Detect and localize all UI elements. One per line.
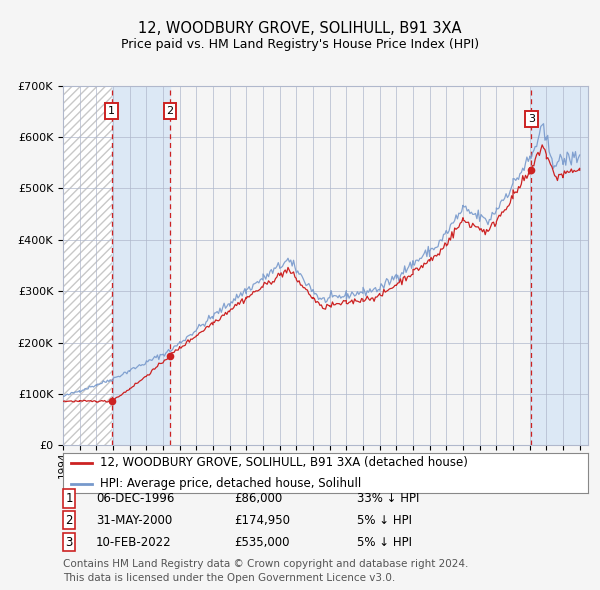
Text: £174,950: £174,950 — [234, 514, 290, 527]
Bar — [112, 86, 170, 445]
Text: HPI: Average price, detached house, Solihull: HPI: Average price, detached house, Soli… — [100, 477, 361, 490]
Text: 12, WOODBURY GROVE, SOLIHULL, B91 3XA: 12, WOODBURY GROVE, SOLIHULL, B91 3XA — [138, 21, 462, 35]
Text: Contains HM Land Registry data © Crown copyright and database right 2024.
This d: Contains HM Land Registry data © Crown c… — [63, 559, 469, 583]
Bar — [532, 86, 588, 445]
Text: Price paid vs. HM Land Registry's House Price Index (HPI): Price paid vs. HM Land Registry's House … — [121, 38, 479, 51]
Bar — [63, 86, 112, 445]
Text: 2: 2 — [166, 106, 173, 116]
Text: 1: 1 — [65, 492, 73, 505]
Text: 06-DEC-1996: 06-DEC-1996 — [96, 492, 175, 505]
Text: 12, WOODBURY GROVE, SOLIHULL, B91 3XA (detached house): 12, WOODBURY GROVE, SOLIHULL, B91 3XA (d… — [100, 456, 467, 469]
Text: £86,000: £86,000 — [234, 492, 282, 505]
Text: 3: 3 — [65, 536, 73, 549]
Text: 1: 1 — [108, 106, 115, 116]
Text: 31-MAY-2000: 31-MAY-2000 — [96, 514, 172, 527]
Text: 2: 2 — [65, 514, 73, 527]
Text: 5% ↓ HPI: 5% ↓ HPI — [357, 514, 412, 527]
Text: £535,000: £535,000 — [234, 536, 290, 549]
Text: 5% ↓ HPI: 5% ↓ HPI — [357, 536, 412, 549]
Text: 3: 3 — [528, 114, 535, 124]
Text: 10-FEB-2022: 10-FEB-2022 — [96, 536, 172, 549]
Text: 33% ↓ HPI: 33% ↓ HPI — [357, 492, 419, 505]
